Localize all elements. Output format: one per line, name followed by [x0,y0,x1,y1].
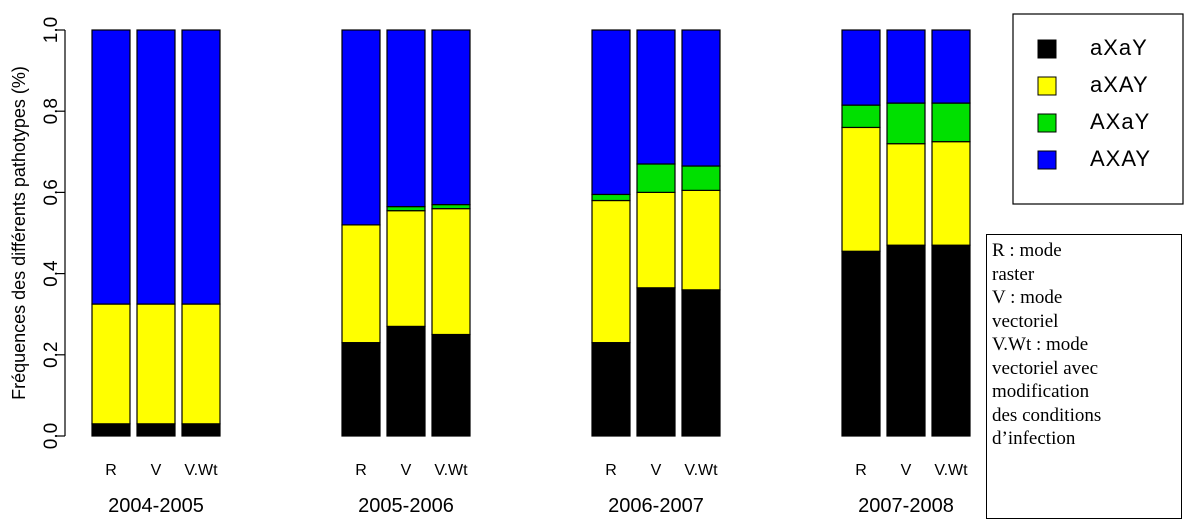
bar-segment-AXAY [181,29,221,305]
bar-segment-aXaY [341,342,381,437]
legend: aXaY aXAY AXaY AXAY [1012,13,1184,205]
bar-segment-aXAY [91,303,131,425]
bars-layer [91,29,971,437]
bar-segment-AXaY [591,193,631,202]
category-label: V [401,462,412,479]
bar-segment-aXaY [181,423,221,437]
abbreviation-note: R : mode raster V : mode vectoriel V.Wt … [986,234,1182,519]
bar-segment-AXAY [386,29,426,208]
y-axis-label: Fréquences des différents pathotypes (%) [9,66,29,400]
category-label: R [855,462,867,479]
bar-segment-aXaY [841,250,881,437]
bar-segment-AXAY [591,29,631,196]
bar-segment-AXAY [886,29,926,104]
bar-segment-AXaY [386,206,426,212]
bar-segment-AXaY [841,104,881,129]
bar-segment-aXAY [681,189,721,291]
bar-segment-aXaY [91,423,131,437]
category-label: V.Wt [434,462,468,479]
legend-swatch [1037,76,1057,96]
bar-segment-aXAY [181,303,221,425]
category-label: V [151,462,162,479]
legend-label: AXaY [1090,109,1150,134]
category-label: V [651,462,662,479]
bar-segment-aXAY [591,199,631,344]
category-label: V.Wt [934,462,968,479]
bar-segment-aXaY [431,333,471,437]
bar-segment-AXaY [636,163,676,193]
bar-segment-AXAY [341,29,381,226]
y-tick-label: 0.6 [41,179,62,205]
y-tick-label: 0.0 [41,423,62,449]
bar-segment-aXaY [931,244,971,437]
y-axis: 0.0 0.2 0.4 0.6 0.8 1.0 [41,17,66,449]
bar-segment-aXAY [136,303,176,425]
bar-segment-AXAY [931,29,971,104]
bar-segment-AXAY [91,29,131,305]
bar-segment-AXaY [681,165,721,191]
group-label: 2004-2005 [108,495,204,517]
y-tick-label: 0.2 [41,342,62,368]
note-line-r: R : mode raster [992,240,1062,285]
category-label: R [605,462,617,479]
group-label: 2007-2008 [858,495,954,517]
category-label: V.Wt [684,462,718,479]
bar-segment-aXAY [841,126,881,252]
legend-swatch [1037,113,1057,133]
note-line-v: V : mode vectoriel [992,287,1063,332]
group-label: 2005-2006 [358,495,454,517]
bar-segment-aXaY [636,287,676,437]
bar-segment-aXAY [886,143,926,246]
bar-segment-AXAY [841,29,881,106]
bar-segment-AXAY [636,29,676,165]
y-tick-label: 1.0 [41,17,62,43]
category-label: R [105,462,117,479]
y-tick-label: 0.4 [41,260,62,287]
legend-label: aXAY [1090,72,1149,97]
note-line-vwt: V.Wt : mode vectoriel avec modification … [992,334,1102,449]
bar-segment-aXAY [386,210,426,327]
legend-label: aXaY [1090,35,1148,60]
bar-segment-AXAY [431,29,471,206]
bar-segment-aXAY [431,208,471,336]
bar-segment-AXaY [886,102,926,145]
bar-segment-aXaY [386,325,426,437]
x-labels-layer: R V V.Wt 2004-2005 R V V.Wt 2005-2006 R V V.Wt 2006… [105,462,968,517]
category-label: V.Wt [184,462,218,479]
group-label: 2006-2007 [608,495,704,517]
bar-segment-AXAY [681,29,721,167]
bar-segment-aXaY [136,423,176,437]
category-label: V [901,462,912,479]
bar-segment-aXAY [636,191,676,289]
category-label: R [355,462,367,479]
legend-label: AXAY [1090,146,1151,171]
bar-segment-AXaY [431,203,471,210]
bar-segment-AXAY [136,29,176,305]
legend-swatch [1037,39,1057,59]
bar-segment-aXAY [341,224,381,344]
y-tick-label: 0.8 [41,98,62,124]
legend-swatch [1037,150,1057,170]
bar-segment-aXAY [931,141,971,246]
bar-segment-aXaY [886,244,926,437]
bar-segment-aXaY [681,289,721,437]
bar-segment-aXaY [591,342,631,437]
bar-segment-AXaY [931,102,971,143]
